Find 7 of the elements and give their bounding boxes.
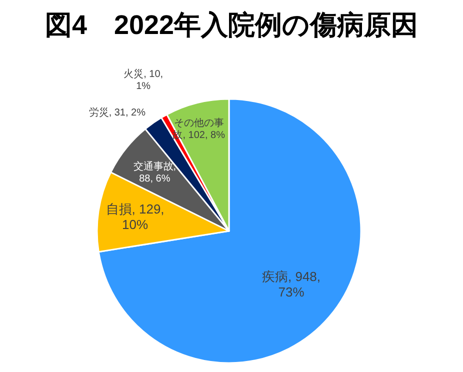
slice-label: 交通事故, 88, 6% — [133, 160, 176, 184]
chart-title: 図4 2022年入院例の傷病原因 — [44, 10, 418, 40]
slice-label: 自損, 129, 10% — [106, 201, 164, 232]
slice-label: 火災, 10, 1% — [124, 68, 164, 92]
slice-label: 疾病, 948, 73% — [262, 268, 321, 300]
slice-label: その他の事故, 102, 8% — [172, 117, 226, 142]
slice-label: 労災, 31, 2% — [88, 106, 146, 119]
